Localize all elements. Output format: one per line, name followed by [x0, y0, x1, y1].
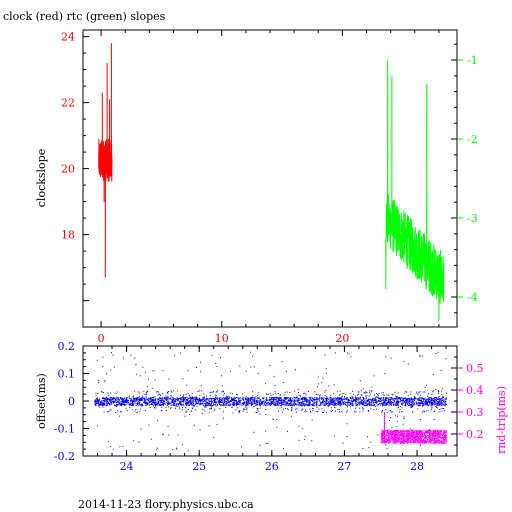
x-tick-label: 20 — [335, 332, 349, 345]
y2-tick-label: 0.2 — [466, 428, 484, 441]
y-axis-label: clockslope — [35, 149, 48, 207]
y-tick-label: 22 — [61, 97, 75, 110]
series-rtc-line — [385, 59, 445, 321]
y-tick-label: 0 — [68, 395, 75, 408]
y2-tick-label: -4 — [467, 291, 478, 304]
series-clock-line — [98, 43, 113, 278]
x-tick-label: 24 — [120, 460, 134, 473]
plot-frame — [82, 29, 458, 328]
y-tick-label: 18 — [61, 229, 75, 242]
y-tick-label: 0.1 — [58, 368, 76, 381]
x-tick-label: 27 — [337, 460, 351, 473]
x-tick-label: 0 — [98, 332, 105, 345]
series-offset-points — [94, 351, 448, 452]
y-tick-label: 0.2 — [58, 340, 76, 353]
bottom-chart: 24 25 26 27 28 -0.2 -0.1 0 0.1 0.2 0.2 0.3 0.4 0.5 off… — [35, 340, 508, 473]
x-tick-label: 26 — [265, 460, 279, 473]
x-tick-label: 25 — [192, 460, 206, 473]
y2-tick-label: -1 — [467, 54, 478, 67]
footer-text: 2014-11-23 flory.physics.ubc.ca — [78, 498, 254, 511]
chart-title: clock (red) rtc (green) slopes — [3, 10, 166, 23]
series-rnd-trip-points — [380, 429, 448, 444]
x-tick-label: 28 — [410, 460, 424, 473]
y2-axis-label: rnd-trip(ms) — [495, 386, 508, 454]
y-tick-label: -0.2 — [54, 450, 75, 463]
x-tick-label: 10 — [215, 332, 229, 345]
y2-tick-label: 0.4 — [466, 384, 484, 397]
y-tick-label: 24 — [61, 31, 75, 44]
y2-tick-label: 0.5 — [466, 362, 484, 375]
y2-tick-label: -2 — [467, 133, 478, 146]
top-chart: 0 10 20 18 20 22 24 -4 -3 -2 -1 clockslope — [35, 29, 478, 345]
y-tick-label: 20 — [61, 163, 75, 176]
y2-tick-label: 0.3 — [466, 406, 484, 419]
y2-tick-label: -3 — [467, 212, 478, 225]
y-tick-label: -0.1 — [54, 423, 75, 436]
y-axis-label: offset(ms) — [35, 373, 48, 429]
